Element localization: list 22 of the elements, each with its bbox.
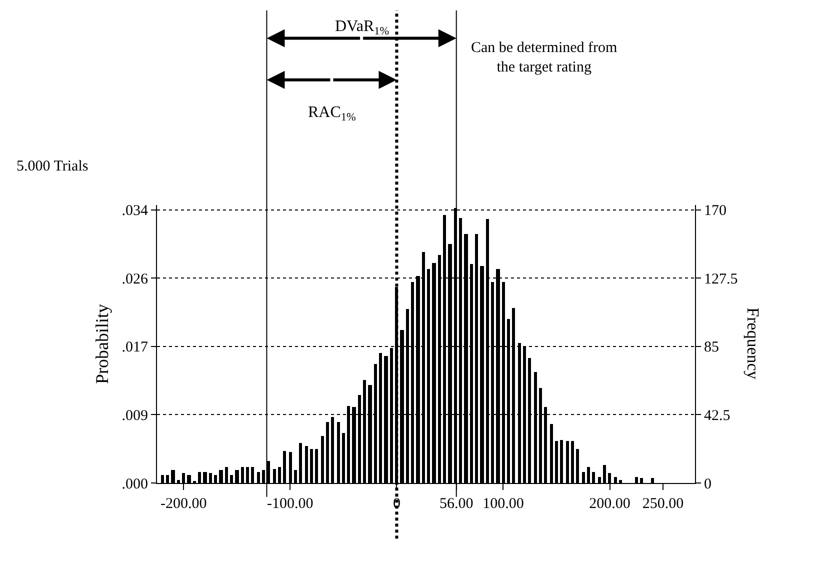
y2-tick-label: 0	[704, 476, 712, 492]
x-tick-label: 56.00	[439, 496, 474, 512]
x-tick-label: -100.00	[267, 496, 314, 512]
text: DVaR$_{1%}$	[335, 18, 390, 38]
x-tick-label: 200.00	[589, 496, 630, 512]
text: RAC$_{1%}$	[308, 104, 356, 124]
y2-tick-label: 170	[704, 203, 726, 220]
x-tick-label: 100.00	[482, 496, 524, 512]
y-tick-label: .009	[122, 408, 148, 424]
y-tick-label: .000	[122, 476, 148, 492]
y2-tick-label: 42.5	[704, 408, 730, 424]
y-tick-label: .017	[122, 340, 148, 356]
x-tick-label: 250.00	[642, 496, 684, 512]
y2-axis-title: Frequency	[743, 308, 762, 380]
chart-title: 5.000 Trials	[16, 158, 88, 174]
y2-tick-label: 85	[704, 340, 719, 356]
text: Can be determined from the target rating	[471, 40, 618, 76]
y2-tick-label: 127.5	[704, 271, 738, 288]
y-tick-label: .026	[122, 271, 148, 288]
y-axis-title: Probability	[92, 304, 112, 384]
x-tick-label: -200.00	[160, 496, 207, 512]
y-tick-label: .034	[122, 203, 148, 220]
